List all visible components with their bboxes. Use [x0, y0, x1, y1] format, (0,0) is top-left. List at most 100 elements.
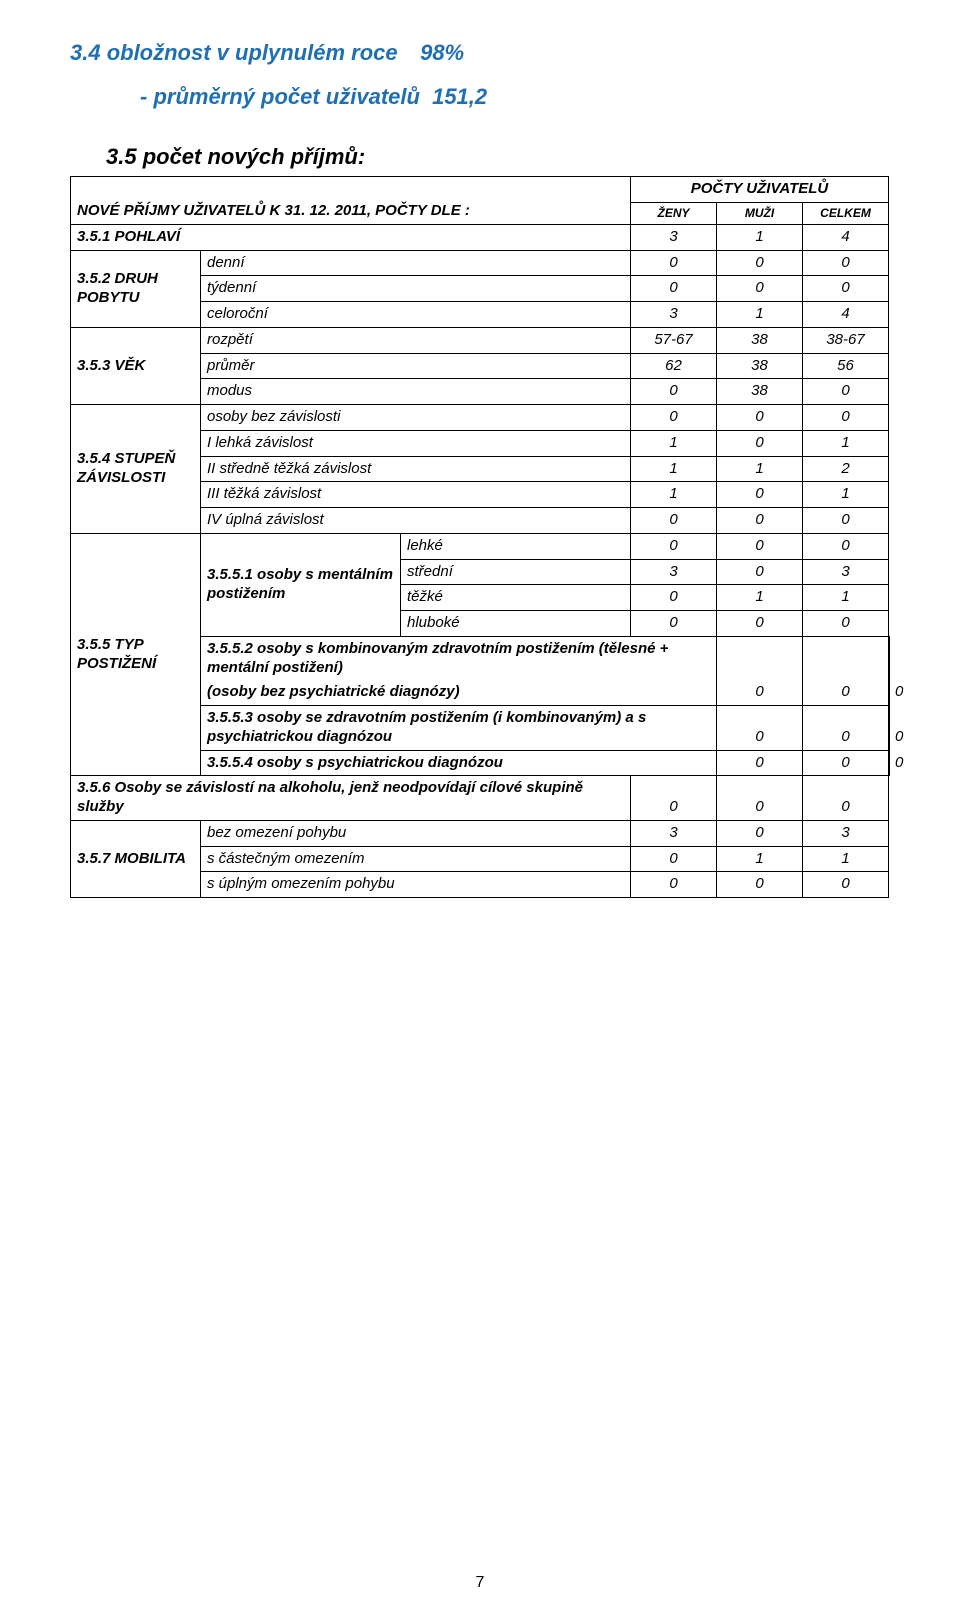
cell-sublabel: s úplným omezením pohybu — [201, 872, 631, 898]
cell-value: 0 — [631, 872, 717, 898]
col-zeny: ŽENY — [631, 202, 717, 224]
cell-value: 0 — [803, 508, 889, 534]
cell-value: 0 — [717, 405, 803, 431]
cell-value: 1 — [631, 482, 717, 508]
cell-value: 0 — [631, 533, 717, 559]
cell-value: 1 — [631, 430, 717, 456]
cell-value: 0 — [717, 276, 803, 302]
cell-group-label: 3.5.5.3 osoby se zdravotním postižením (… — [201, 706, 717, 751]
cell-empty — [889, 636, 890, 680]
col-celkem: CELKEM — [803, 202, 889, 224]
cell-value: 38-67 — [803, 327, 889, 353]
cell-value: 0 — [631, 846, 717, 872]
cell-group-label: 3.5.5.1 osoby s mentálním postižením — [201, 533, 401, 636]
cell-sublabel: modus — [201, 379, 631, 405]
row-alkohol: 3.5.6 Osoby se závislostí na alkoholu, j… — [71, 776, 890, 821]
cell-value: 0 — [803, 611, 889, 637]
row-vek-rozpeti: 3.5.3 VĚK rozpětí 57-67 38 38-67 — [71, 327, 890, 353]
section-heading: 3.4 obložnost v uplynulém roce 98% — [70, 40, 890, 66]
cell-sublabel: celoroční — [201, 302, 631, 328]
cell-value: 0 — [717, 776, 803, 821]
cell-value: 4 — [803, 224, 889, 250]
page-number: 7 — [0, 1574, 960, 1592]
count-heading: 3.5 počet nových příjmů: — [106, 144, 890, 170]
cell-sublabel: těžké — [401, 585, 631, 611]
section-label: 3.4 obložnost v uplynulém roce — [70, 40, 398, 65]
cell-value: 1 — [717, 456, 803, 482]
cell-value: 3 — [631, 224, 717, 250]
cell-group-label: 3.5.5.4 osoby s psychiatrickou diagnózou — [201, 750, 717, 776]
cell-value: 0 — [717, 533, 803, 559]
cell-value: 1 — [717, 585, 803, 611]
cell-sublabel: průměr — [201, 353, 631, 379]
cell-value: 3 — [631, 559, 717, 585]
table-header-row-1: NOVÉ PŘÍJMY UŽIVATELŮ K 31. 12. 2011, PO… — [71, 177, 890, 203]
cell-value: 1 — [717, 224, 803, 250]
cell-value: 0 — [889, 680, 890, 705]
cell-sublabel: II středně těžká závislost — [201, 456, 631, 482]
cell-label: 3.5.4 STUPEŇ ZÁVISLOSTI — [71, 405, 201, 534]
cell-sublabel: rozpětí — [201, 327, 631, 353]
cell-value: 1 — [803, 846, 889, 872]
cell-value: 0 — [803, 750, 889, 776]
cell-value: 0 — [889, 706, 890, 751]
cell-sublabel: s částečným omezením — [201, 846, 631, 872]
cell-label: 3.5.1 POHLAVÍ — [71, 224, 631, 250]
cell-label: 3.5.5 TYP POSTIŽENÍ — [71, 533, 201, 776]
page: 3.4 obložnost v uplynulém roce 98% - prů… — [0, 0, 960, 1622]
cell-value: 56 — [803, 353, 889, 379]
cell-value: 0 — [803, 776, 889, 821]
cell-value: 0 — [631, 276, 717, 302]
cell-value: 0 — [631, 405, 717, 431]
cell-value: 1 — [803, 430, 889, 456]
cell-label: 3.5.3 VĚK — [71, 327, 201, 404]
cell-value: 3 — [803, 820, 889, 846]
cell-value: 3 — [631, 820, 717, 846]
cell-value: 0 — [717, 482, 803, 508]
cell-value: 0 — [717, 750, 803, 776]
cell-value: 4 — [803, 302, 889, 328]
cell-value: 0 — [717, 611, 803, 637]
cell-value: 0 — [631, 776, 717, 821]
cell-sublabel: I lehká závislost — [201, 430, 631, 456]
cell-value: 38 — [717, 353, 803, 379]
cell-value: 0 — [631, 250, 717, 276]
cell-sublabel: týdenní — [201, 276, 631, 302]
cell-group-paren: (osoby bez psychiatrické diagnózy) — [201, 680, 717, 705]
cell-value: 0 — [803, 276, 889, 302]
cell-sublabel: osoby bez závislosti — [201, 405, 631, 431]
cell-value: 0 — [889, 750, 890, 776]
cell-sublabel: bez omezení pohybu — [201, 820, 631, 846]
cell-value: 0 — [717, 872, 803, 898]
cell-label: 3.5.2 DRUH POBYTU — [71, 250, 201, 327]
cell-value: 0 — [717, 430, 803, 456]
cell-value: 0 — [631, 508, 717, 534]
cell-value: 0 — [717, 559, 803, 585]
header-group-label: POČTY UŽIVATELŮ — [631, 177, 889, 203]
cell-value: 38 — [717, 379, 803, 405]
avg-users-label: - průměrný počet uživatelů — [140, 84, 420, 109]
cell-empty — [803, 636, 889, 680]
cell-sublabel: hluboké — [401, 611, 631, 637]
cell-group-label: 3.5.5.2 osoby s kombinovaným zdravotním … — [201, 636, 717, 680]
cell-empty — [717, 636, 803, 680]
cell-sublabel: denní — [201, 250, 631, 276]
cell-sublabel: lehké — [401, 533, 631, 559]
typ-g1-label: 3.5.5.1 osoby s mentálním postižením — [207, 566, 393, 602]
cell-value: 0 — [717, 250, 803, 276]
cell-value: 0 — [717, 680, 803, 705]
cell-value: 0 — [803, 680, 889, 705]
cell-value: 1 — [803, 585, 889, 611]
cell-sublabel: střední — [401, 559, 631, 585]
header-title-left: NOVÉ PŘÍJMY UŽIVATELŮ K 31. 12. 2011, PO… — [71, 177, 631, 225]
cell-value: 0 — [631, 379, 717, 405]
data-table: NOVÉ PŘÍJMY UŽIVATELŮ K 31. 12. 2011, PO… — [70, 176, 890, 898]
section-percent: 98% — [420, 40, 464, 65]
cell-value: 1 — [803, 482, 889, 508]
cell-value: 2 — [803, 456, 889, 482]
avg-users-line: - průměrný počet uživatelů 151,2 — [140, 84, 890, 110]
cell-value: 0 — [803, 250, 889, 276]
row-pohlavi: 3.5.1 POHLAVÍ 3 1 4 — [71, 224, 890, 250]
cell-value: 0 — [803, 533, 889, 559]
cell-value: 1 — [717, 302, 803, 328]
